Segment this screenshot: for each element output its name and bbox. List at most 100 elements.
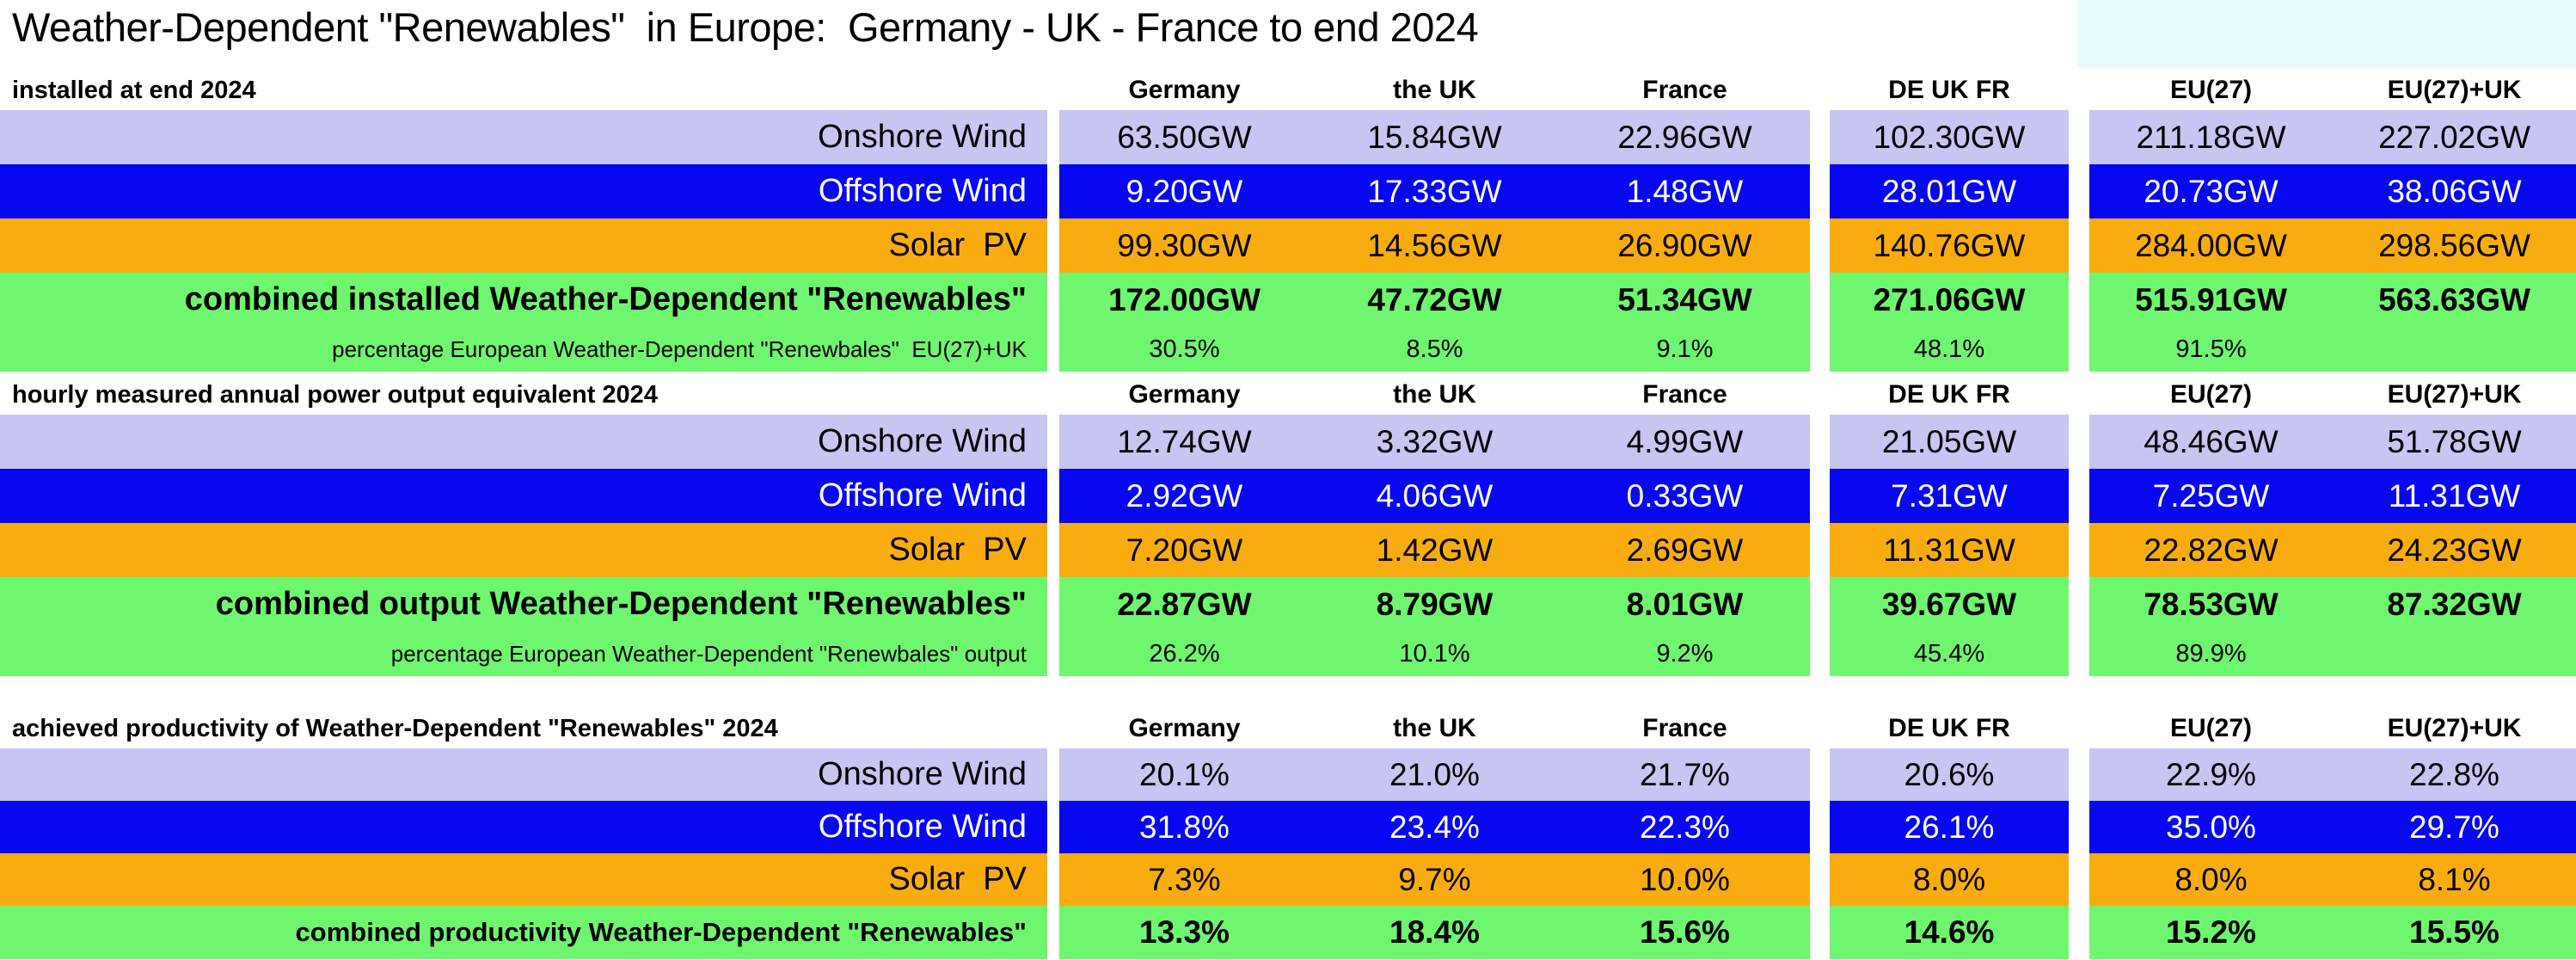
value-cell: 7.20GW [1059,523,1309,577]
table-root: installed at end 2024 Germany the UK France… [0,53,2576,959]
column-gap [2069,523,2089,577]
column-header: DE UK FR [1888,76,2010,104]
row-label: percentage European Weather-Dependent "R… [0,327,1047,372]
column-header: EU(27)+UK [2387,76,2522,104]
column-header: Germany [1128,380,1241,409]
column-gap [2069,906,2089,959]
column-gap [1810,906,1830,959]
value-cell: 22.9% [2089,748,2333,801]
value-cell: 271.06GW [1830,273,2069,327]
value-cell: 38.06GW [2333,164,2576,218]
column-header: EU(27)+UK [2387,380,2522,409]
value-cell: 14.6% [1830,906,2069,959]
value-cell: 2.69GW [1560,523,1810,577]
value-cell: 20.6% [1830,748,2069,801]
value-cell: 51.34GW [1560,273,1810,327]
value-cell: 20.73GW [2089,164,2333,218]
column-gap [1047,110,1059,164]
section-title: installed at end 2024 [12,77,256,104]
column-gap [1810,676,1830,748]
column-gap [2069,801,2089,853]
column-gap [1810,372,1830,415]
value-cell: 515.91GW [2089,273,2333,327]
column-gap [1047,631,1059,676]
value-cell: 8.01GW [1560,577,1810,631]
row-label: Solar PV [0,218,1047,273]
column-gap [1047,676,1059,748]
column-header: Germany [1128,714,1241,742]
table-row-solar: Solar PV 99.30GW 14.56GW 26.90GW 140.76GW 284… [0,218,2576,273]
column-gap [1810,218,1830,273]
value-cell: 14.56GW [1309,218,1560,273]
table-row-onshore: Onshore Wind 20.1% 21.0% 21.7% 20.6% 22.9% 22.… [0,748,2576,801]
column-gap [1810,273,1830,327]
section-3: achieved productivity of Weather-Depende… [0,676,2576,959]
value-cell: 23.4% [1309,801,1560,853]
row-label: percentage European Weather-Dependent "R… [0,631,1047,676]
value-cell: 21.0% [1309,748,1560,801]
row-label: Solar PV [0,853,1047,906]
value-cell: 24.23GW [2333,523,2576,577]
value-cell: 172.00GW [1059,273,1309,327]
row-label: Onshore Wind [0,748,1047,801]
value-cell: 8.0% [1830,853,2069,906]
value-cell: 99.30GW [1059,218,1309,273]
value-cell: 26.90GW [1560,218,1810,273]
value-cell: 15.2% [2089,906,2333,959]
value-cell: 48.1% [1830,327,2069,372]
value-cell: 51.78GW [2333,415,2576,469]
value-cell: 8.5% [1309,327,1560,372]
column-gap [1047,577,1059,631]
value-cell: 8.79GW [1309,577,1560,631]
column-gap [1810,110,1830,164]
column-gap [1047,372,1059,415]
row-label: Offshore Wind [0,801,1047,853]
column-header: EU(27) [2169,76,2253,104]
value-cell: 22.87GW [1059,577,1309,631]
table-row-combined: combined installed Weather-Dependent "Re… [0,273,2576,327]
section-title: achieved productivity of Weather-Depende… [12,715,778,742]
table-row-offshore: Offshore Wind 9.20GW 17.33GW 1.48GW 28.01GW 2… [0,164,2576,218]
section-header-row: installed at end 2024 Germany the UK France… [0,53,2576,110]
value-cell: 21.7% [1560,748,1810,801]
value-cell: 13.3% [1059,906,1309,959]
value-cell: 21.05GW [1830,415,2069,469]
value-cell: 4.06GW [1309,469,1560,523]
table-row-offshore: Offshore Wind 2.92GW 4.06GW 0.33GW 7.31GW 7.2… [0,469,2576,523]
table-row-solar: Solar PV 7.20GW 1.42GW 2.69GW 11.31GW 22.82GW… [0,523,2576,577]
column-gap [1047,327,1059,372]
column-gap [2069,577,2089,631]
column-header: EU(27) [2169,380,2253,409]
row-label: Onshore Wind [0,110,1047,164]
column-gap [1047,469,1059,523]
value-cell: 7.3% [1059,853,1309,906]
table-row-pct: percentage European Weather-Dependent "R… [0,631,2576,676]
column-gap [1810,523,1830,577]
value-cell [2333,327,2576,372]
value-cell: 4.99GW [1560,415,1810,469]
value-cell: 22.82GW [2089,523,2333,577]
column-gap [1810,164,1830,218]
value-cell: 140.76GW [1830,218,2069,273]
value-cell: 11.31GW [1830,523,2069,577]
value-cell: 563.63GW [2333,273,2576,327]
column-header: DE UK FR [1888,380,2010,409]
column-gap [2069,372,2089,415]
column-gap [1047,748,1059,801]
value-cell: 39.67GW [1830,577,2069,631]
value-cell: 227.02GW [2333,110,2576,164]
page-title: Weather-Dependent "Renewables" in Europe… [12,3,1479,50]
value-cell: 28.01GW [1830,164,2069,218]
column-header: EU(27)+UK [2387,714,2522,742]
column-header: France [1642,714,1727,742]
value-cell: 17.33GW [1309,164,1560,218]
cyan-highlight [2077,0,2576,67]
value-cell: 3.32GW [1309,415,1560,469]
value-cell: 8.0% [2089,853,2333,906]
column-header: France [1642,76,1727,104]
column-gap [1810,577,1830,631]
value-cell: 102.30GW [1830,110,2069,164]
value-cell: 1.48GW [1560,164,1810,218]
row-label: Offshore Wind [0,164,1047,218]
value-cell: 91.5% [2089,327,2333,372]
